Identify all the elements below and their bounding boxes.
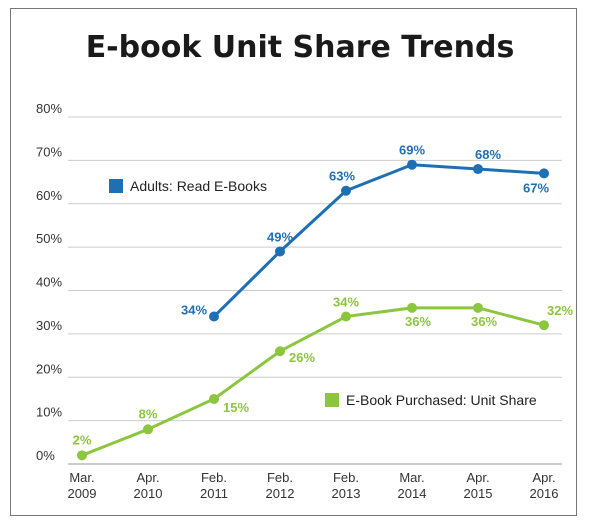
x-tick-label: Mar. [399, 470, 424, 485]
series-lines [77, 159, 549, 461]
data-label: 8% [139, 406, 158, 421]
y-tick-label: 20% [36, 361, 62, 376]
x-tick-label: Apr. [532, 470, 555, 485]
legend-label: Adults: Read E-Books [130, 178, 267, 194]
chart-title: E-book Unit Share Trends [86, 30, 515, 65]
x-tick-label: Feb. [333, 470, 359, 485]
data-label: 68% [475, 147, 501, 162]
series-line [81, 306, 545, 457]
legend-swatch [325, 393, 339, 407]
data-point [275, 346, 285, 357]
x-tick-label: 2012 [266, 486, 295, 501]
data-point [473, 164, 483, 175]
x-tick-label: Feb. [267, 470, 293, 485]
data-label: 15% [223, 400, 249, 415]
data-label: 49% [267, 229, 293, 244]
y-tick-label: 10% [36, 405, 62, 420]
data-point [473, 302, 483, 313]
chart-frame [10, 8, 577, 516]
x-tick-label: 2013 [332, 486, 361, 501]
data-point [143, 424, 153, 435]
data-label: 34% [333, 295, 359, 310]
y-tick-label: 0% [36, 448, 55, 463]
x-tick-label: 2010 [134, 486, 163, 501]
y-tick-label: 70% [36, 144, 62, 159]
y-tick-label: 40% [36, 275, 62, 290]
series-line [212, 163, 545, 318]
data-label: 32% [547, 303, 573, 318]
x-tick-label: Feb. [201, 470, 227, 485]
x-axis-ticks: Mar.2009Apr.2010Feb.2011Feb.2012Feb.2013… [68, 470, 559, 501]
data-label: 36% [471, 314, 497, 329]
data-point [209, 393, 219, 404]
x-tick-label: 2015 [464, 486, 493, 501]
x-tick-label: Apr. [466, 470, 489, 485]
data-point [275, 246, 285, 257]
y-tick-label: 60% [36, 188, 62, 203]
data-labels: 34% 49% 63% 69% 68% 67% 2% 8% 15% 26% 34% 36% 36% 32% [73, 143, 574, 448]
y-tick-label: 80% [36, 101, 62, 116]
data-point [539, 320, 549, 331]
data-label: 69% [399, 143, 425, 158]
data-label: 63% [329, 169, 355, 184]
data-point [209, 311, 219, 322]
y-tick-label: 30% [36, 318, 62, 333]
data-point [539, 168, 549, 179]
data-label: 2% [73, 432, 92, 447]
x-tick-label: 2016 [530, 486, 559, 501]
x-tick-label: Apr. [136, 470, 159, 485]
legend-swatch [109, 179, 123, 193]
data-label: 34% [181, 303, 207, 318]
data-point [341, 185, 351, 196]
y-axis-ticks: 0% 10% 20% 30% 40% 50% 60% 70% 80% [36, 101, 62, 463]
data-label: 26% [289, 350, 315, 365]
data-point [407, 159, 417, 170]
data-point [77, 450, 87, 461]
data-point [407, 302, 417, 313]
x-tick-label: 2011 [200, 486, 228, 501]
gridlines [68, 116, 562, 465]
data-label: 36% [405, 314, 431, 329]
x-tick-label: 2014 [398, 486, 427, 501]
x-tick-label: Mar. [69, 470, 94, 485]
legend-label: E-Book Purchased: Unit Share [346, 392, 537, 408]
x-tick-label: 2009 [68, 486, 97, 501]
data-point [341, 311, 351, 322]
data-label: 67% [523, 180, 549, 195]
legend: Adults: Read E-Books E-Book Purchased: Un… [109, 178, 537, 408]
y-tick-label: 50% [36, 231, 62, 246]
